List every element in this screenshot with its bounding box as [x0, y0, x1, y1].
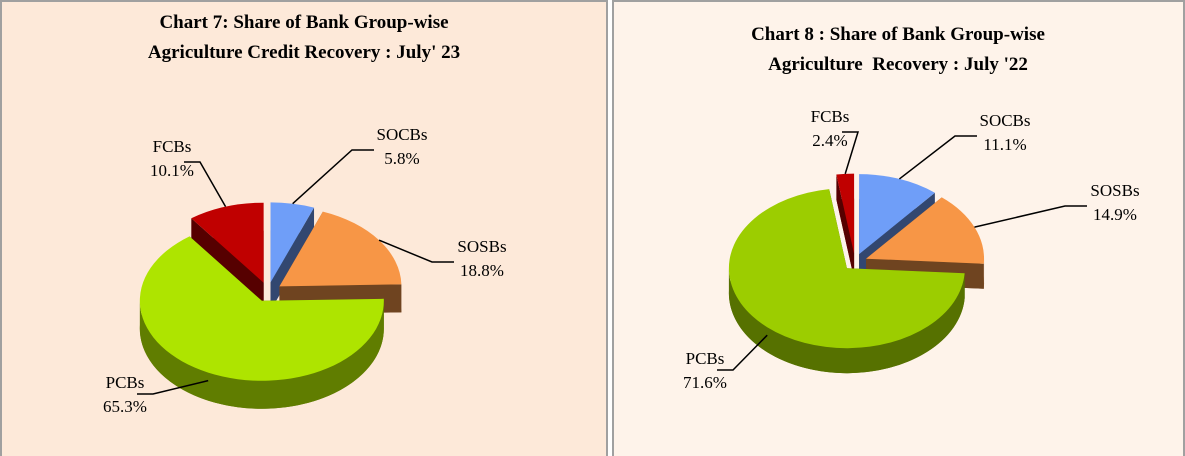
- leader-line: [842, 131, 860, 175]
- value-label: 14.9%: [1093, 205, 1137, 224]
- slice-label: SOCBs: [376, 125, 427, 144]
- slice-label: FCBs: [153, 137, 192, 156]
- slice-top: [270, 202, 315, 283]
- slice-side: [728, 268, 965, 374]
- leader-line: [378, 239, 454, 263]
- slice-label: SOCBs: [979, 111, 1030, 130]
- chart-title: Chart 8 : Share of Bank Group-wise: [751, 24, 1045, 45]
- leader-line: [974, 205, 1087, 228]
- value-label: 2.4%: [812, 131, 847, 150]
- slice-top: [866, 197, 985, 264]
- pie-slice: [728, 189, 965, 374]
- chart-title: Agriculture Recovery : July '22: [768, 54, 1028, 75]
- slice-top: [728, 189, 965, 349]
- leader-line: [898, 135, 977, 180]
- slice-label: SOSBs: [1090, 181, 1139, 200]
- chart-title: Chart 7: Share of Bank Group-wise: [159, 12, 448, 33]
- slice-label: PCBs: [686, 349, 725, 368]
- leader-line: [184, 161, 227, 208]
- value-label: 5.8%: [384, 149, 419, 168]
- chart-title: Agriculture Credit Recovery : July' 23: [148, 42, 460, 63]
- slice-top: [859, 174, 935, 255]
- slice-top: [139, 236, 384, 381]
- slice-label: PCBs: [106, 373, 145, 392]
- value-label: 11.1%: [983, 135, 1026, 154]
- slice-label: SOSBs: [457, 237, 506, 256]
- slice-top: [836, 173, 855, 254]
- value-label: 71.6%: [683, 373, 727, 392]
- pie-slice: [279, 211, 402, 315]
- leader-line: [292, 149, 374, 205]
- slice-top: [191, 202, 264, 283]
- pie-slice: [836, 173, 855, 279]
- slice-label: FCBs: [811, 107, 850, 126]
- slice-edge: [836, 174, 855, 279]
- leader-line: [717, 334, 768, 371]
- slice-top: [279, 211, 402, 287]
- leader-line: [137, 379, 209, 395]
- value-label: 10.1%: [150, 161, 194, 180]
- value-label: 18.8%: [460, 261, 504, 280]
- value-label: 65.3%: [103, 397, 147, 416]
